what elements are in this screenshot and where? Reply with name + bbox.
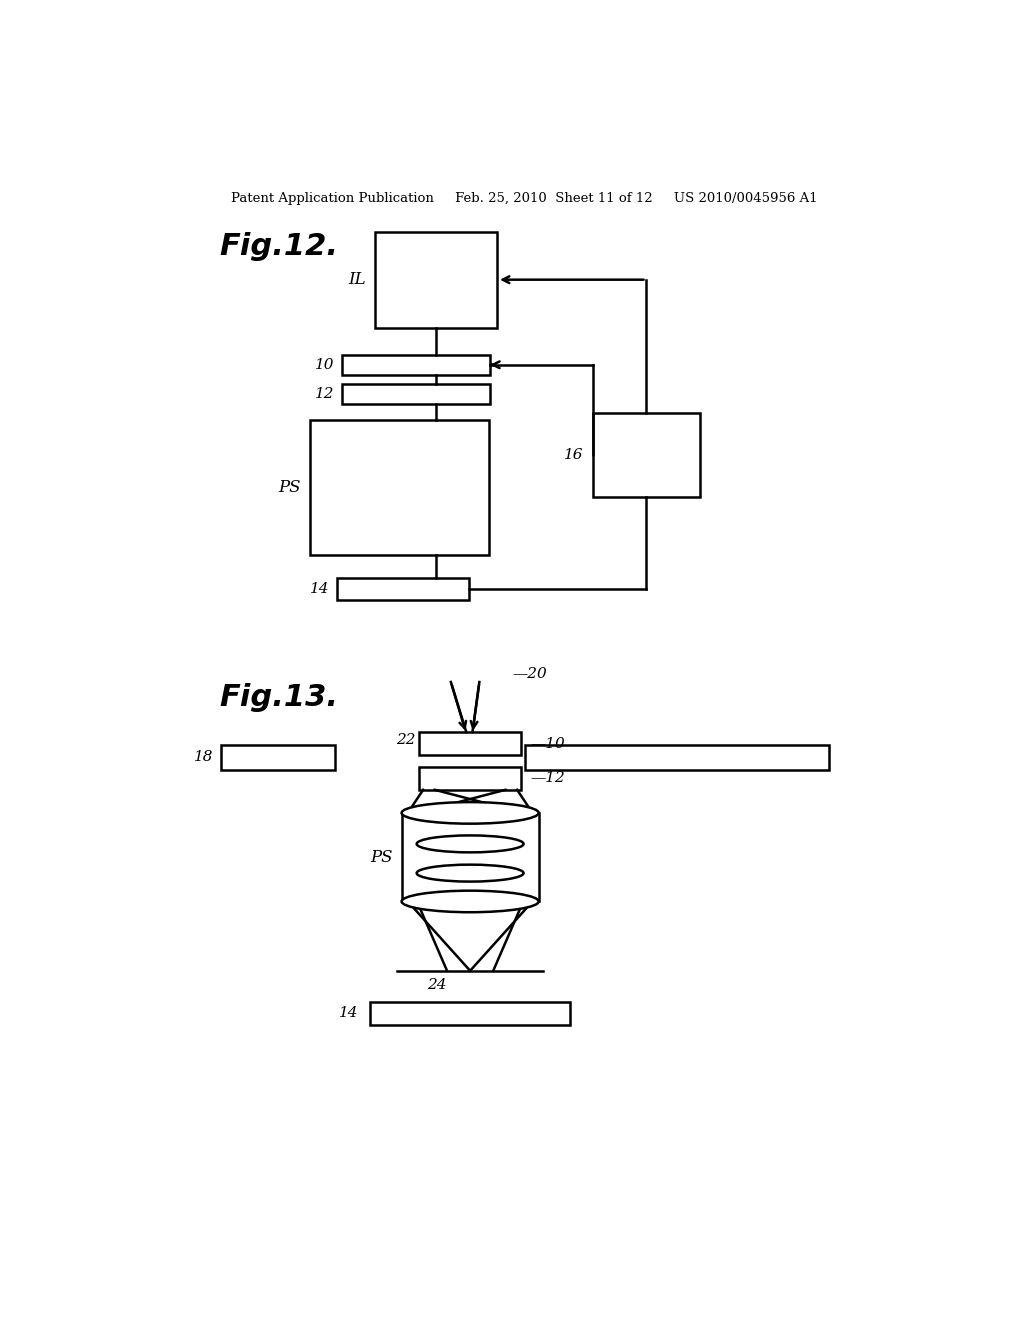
Text: 24: 24: [428, 978, 447, 991]
Text: Patent Application Publication     Feb. 25, 2010  Sheet 11 of 12     US 2010/004: Patent Application Publication Feb. 25, …: [231, 191, 818, 205]
Text: 16: 16: [564, 447, 584, 462]
Ellipse shape: [401, 891, 539, 912]
Bar: [401, 813, 539, 902]
Text: 14: 14: [339, 1006, 358, 1020]
Text: —20: —20: [512, 668, 547, 681]
Text: 22: 22: [396, 733, 416, 747]
Text: PS: PS: [279, 479, 301, 496]
Text: IL: IL: [348, 271, 367, 288]
Bar: [342, 384, 490, 404]
Bar: [419, 767, 521, 789]
Text: —10: —10: [530, 737, 565, 751]
Bar: [593, 412, 700, 498]
Text: PS: PS: [370, 849, 392, 866]
Text: 14: 14: [309, 582, 330, 595]
Bar: [221, 744, 336, 770]
Bar: [524, 744, 829, 770]
Text: —12: —12: [530, 771, 565, 785]
Bar: [419, 733, 521, 755]
Bar: [342, 355, 490, 375]
Text: 10: 10: [315, 358, 335, 372]
Text: Fig.13.: Fig.13.: [219, 682, 338, 711]
Text: Fig.12.: Fig.12.: [219, 232, 338, 261]
Text: 12: 12: [315, 387, 335, 401]
Bar: [337, 578, 469, 599]
Text: 18: 18: [195, 751, 214, 764]
Bar: [310, 420, 488, 554]
Bar: [376, 231, 497, 327]
Ellipse shape: [401, 803, 539, 824]
Bar: [370, 1002, 570, 1024]
